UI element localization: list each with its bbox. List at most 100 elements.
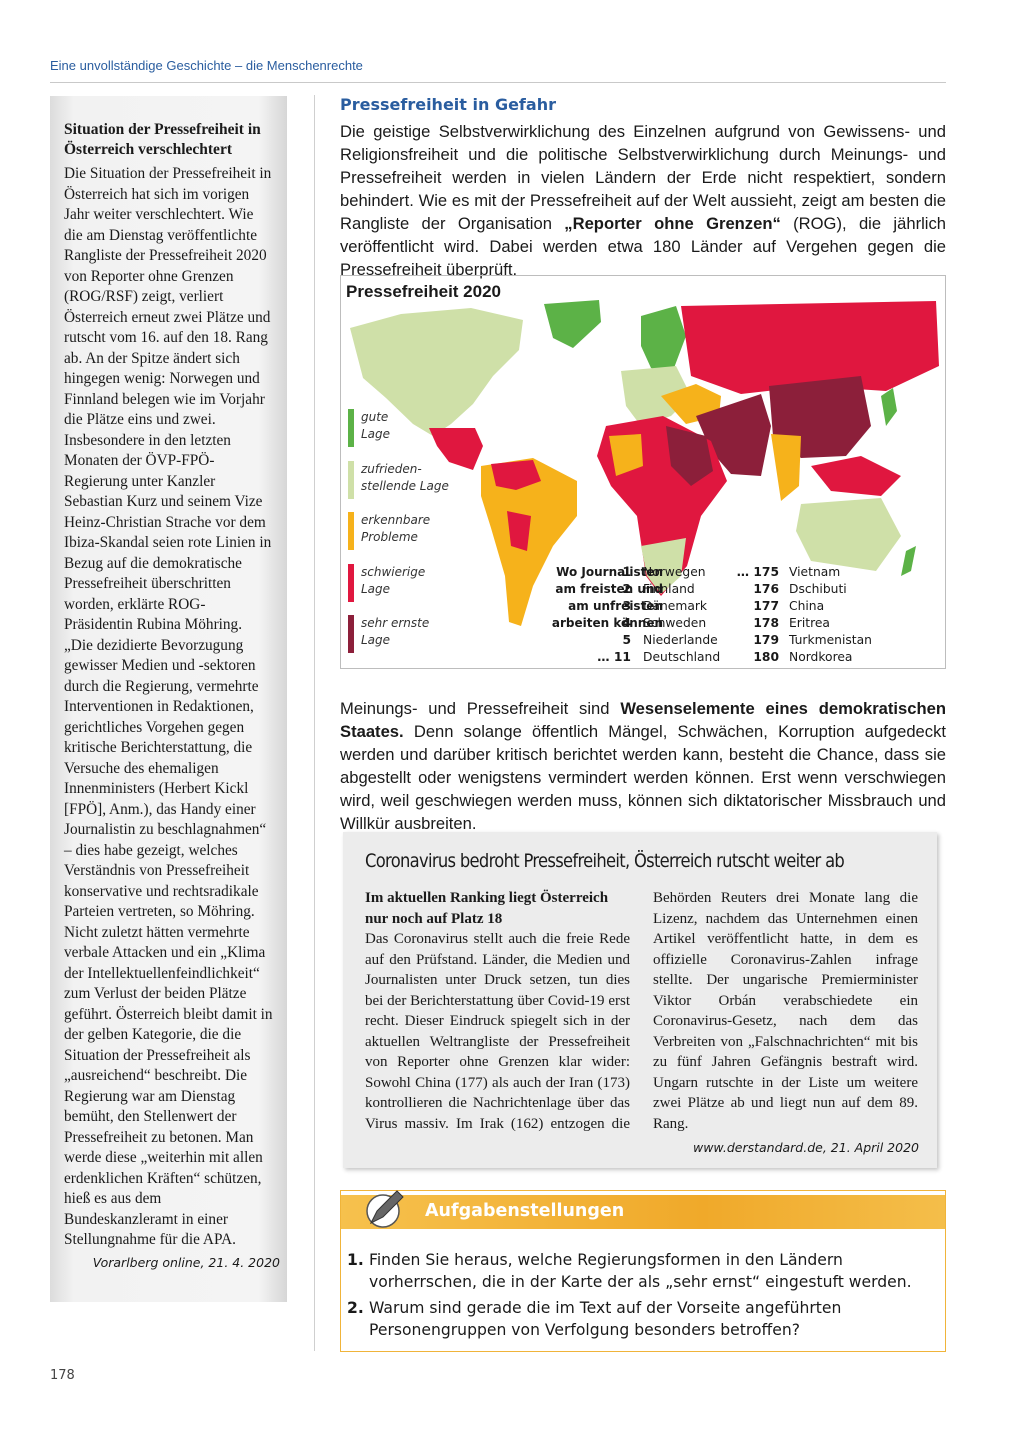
- paragraph: Die geistige Selbstverwirklichung des Ei…: [340, 120, 946, 281]
- map-figure: Pressefreiheit 2020 gute Lage zufrieden-st…: [340, 275, 946, 669]
- pen-icon: [366, 1190, 404, 1228]
- sidebar: Situation der Pressefreiheit in Österrei…: [64, 120, 280, 1273]
- bold-text: Wesenselemente eines demokratischen Staa…: [340, 699, 946, 741]
- country: Deutschland: [643, 650, 721, 664]
- label-line: arbeiten können: [551, 616, 663, 630]
- map-region: [350, 308, 523, 436]
- map-region: [811, 456, 901, 496]
- tasks-box: Aufgabenstellungen 1. Finden Sie heraus, …: [340, 1190, 946, 1352]
- label-line: Lage: [361, 633, 391, 647]
- page-number: 178: [50, 1368, 75, 1383]
- legend-label: schwierige Lage: [361, 564, 425, 598]
- rank: … 11: [597, 650, 631, 664]
- article-subhead: Im aktuellen Ranking liegt Österreich nu…: [365, 890, 609, 927]
- sidebar-background: [50, 96, 287, 1302]
- task-item: 2. Warum sind gerade die im Text auf der …: [347, 1297, 949, 1341]
- country: Nordkorea: [789, 650, 853, 664]
- rank: 5: [622, 633, 631, 647]
- map-region: [901, 546, 916, 576]
- label-line: am freisten und: [555, 582, 663, 596]
- legend-item: zufrieden-stellende Lage: [348, 460, 458, 499]
- header-rule: [50, 82, 946, 83]
- map-region: [429, 428, 483, 470]
- label-line: am unfreisten: [568, 599, 663, 613]
- legend-item: schwierige Lage: [348, 563, 458, 602]
- legend-label: zufrieden-stellende Lage: [361, 461, 449, 495]
- country: Eritrea: [789, 616, 830, 630]
- article-headline: Coronavirus bedroht Pressefreiheit, Öste…: [365, 850, 845, 872]
- legend-item: gute Lage: [348, 409, 458, 447]
- map-title: Pressefreiheit 2020: [346, 282, 501, 301]
- paragraph: Meinungs- und Pressefreiheit sind Wesens…: [340, 697, 946, 835]
- legend-swatch: [348, 409, 354, 447]
- running-title: Eine unvollständige Geschichte – die Men…: [50, 58, 363, 73]
- legend-swatch: [348, 512, 354, 550]
- legend-label: erkennbare Probleme: [361, 512, 430, 546]
- country: Finnland: [643, 582, 695, 596]
- legend-swatch: [348, 615, 354, 653]
- label-line: Lage: [361, 581, 391, 596]
- tasks-title: Aufgabenstellungen: [425, 1201, 625, 1221]
- map-region: [696, 394, 771, 476]
- rank: 179: [753, 633, 779, 647]
- country: Schweden: [643, 616, 707, 630]
- legend-label: gute Lage: [361, 409, 390, 443]
- label-line: Wo Journalisten: [556, 565, 663, 579]
- country: Vietnam: [789, 565, 841, 579]
- rank: 1: [622, 565, 631, 579]
- rank: 177: [753, 599, 779, 613]
- map-region: [641, 538, 686, 594]
- sidebar-body: Die Situation der Pressefreiheit in Öste…: [64, 165, 273, 1248]
- rank: … 175: [736, 565, 779, 579]
- map-region: [491, 460, 541, 490]
- tasks-banner: [341, 1195, 945, 1229]
- label-line: zufrieden-: [361, 461, 422, 476]
- rank: 176: [753, 582, 779, 596]
- rank: 3: [622, 599, 631, 613]
- task-number: 2.: [347, 1299, 364, 1317]
- map-region: [609, 434, 643, 476]
- section-heading: Pressefreiheit in Gefahr: [340, 95, 556, 114]
- legend-swatch: [348, 460, 354, 499]
- article-source: www.derstandard.de, 21. April 2020: [692, 1140, 919, 1155]
- article-body: Das Coronavirus stellt auch die freie Re…: [365, 890, 918, 1132]
- label-line: sehr ernste: [361, 616, 430, 630]
- task-number: 1.: [347, 1251, 364, 1269]
- text: (ROG), die jährlich veröffentlicht wird.…: [340, 214, 946, 279]
- map-region: [771, 434, 801, 501]
- label-line: erkennbare: [361, 513, 431, 527]
- sidebar-source: Vorarlberg online, 21. 4. 2020: [92, 1254, 280, 1270]
- map-region: [881, 388, 897, 426]
- legend-swatch: [348, 563, 354, 602]
- text: Die geistige Selbstverwirklichung des Ei…: [340, 122, 946, 233]
- world-map: [350, 300, 939, 626]
- country: Dänemark: [643, 599, 708, 613]
- country: Turkmenistan: [789, 633, 872, 647]
- map-region: [481, 458, 577, 626]
- legend-label: sehr ernste Lage: [361, 615, 429, 649]
- label-line: Lage: [361, 427, 391, 441]
- text: Meinungs- und Pressefreiheit sind: [340, 699, 621, 718]
- map-region: [544, 300, 601, 348]
- label-line: gute: [361, 410, 389, 424]
- article-box: Coronavirus bedroht Pressefreiheit, Öste…: [343, 832, 937, 1168]
- label-line: stellende Lage: [361, 478, 449, 493]
- country: Niederlande: [643, 633, 718, 647]
- map-region: [507, 511, 531, 551]
- bold-text: „Reporter ohne Grenzen“: [564, 214, 781, 233]
- article-text: Im aktuellen Ranking liegt Österreich nu…: [365, 888, 918, 1136]
- map-region: [621, 366, 691, 426]
- task-item: 1. Finden Sie heraus, welche Regierungsfo…: [347, 1249, 949, 1293]
- label-line: schwierige: [361, 564, 426, 579]
- map-region: [666, 426, 713, 486]
- rank: 4: [622, 616, 631, 630]
- legend-item: erkennbare Probleme: [348, 512, 458, 550]
- map-region: [681, 301, 939, 394]
- country: Dschibuti: [789, 582, 847, 596]
- sidebar-title: Situation der Pressefreiheit in Österrei…: [64, 121, 261, 158]
- map-region: [641, 306, 686, 376]
- legend-item: sehr ernste Lage: [348, 615, 458, 653]
- ranking-label: Wo Journalisten am freisten und am unfre…: [541, 564, 663, 632]
- rank: 2: [622, 582, 631, 596]
